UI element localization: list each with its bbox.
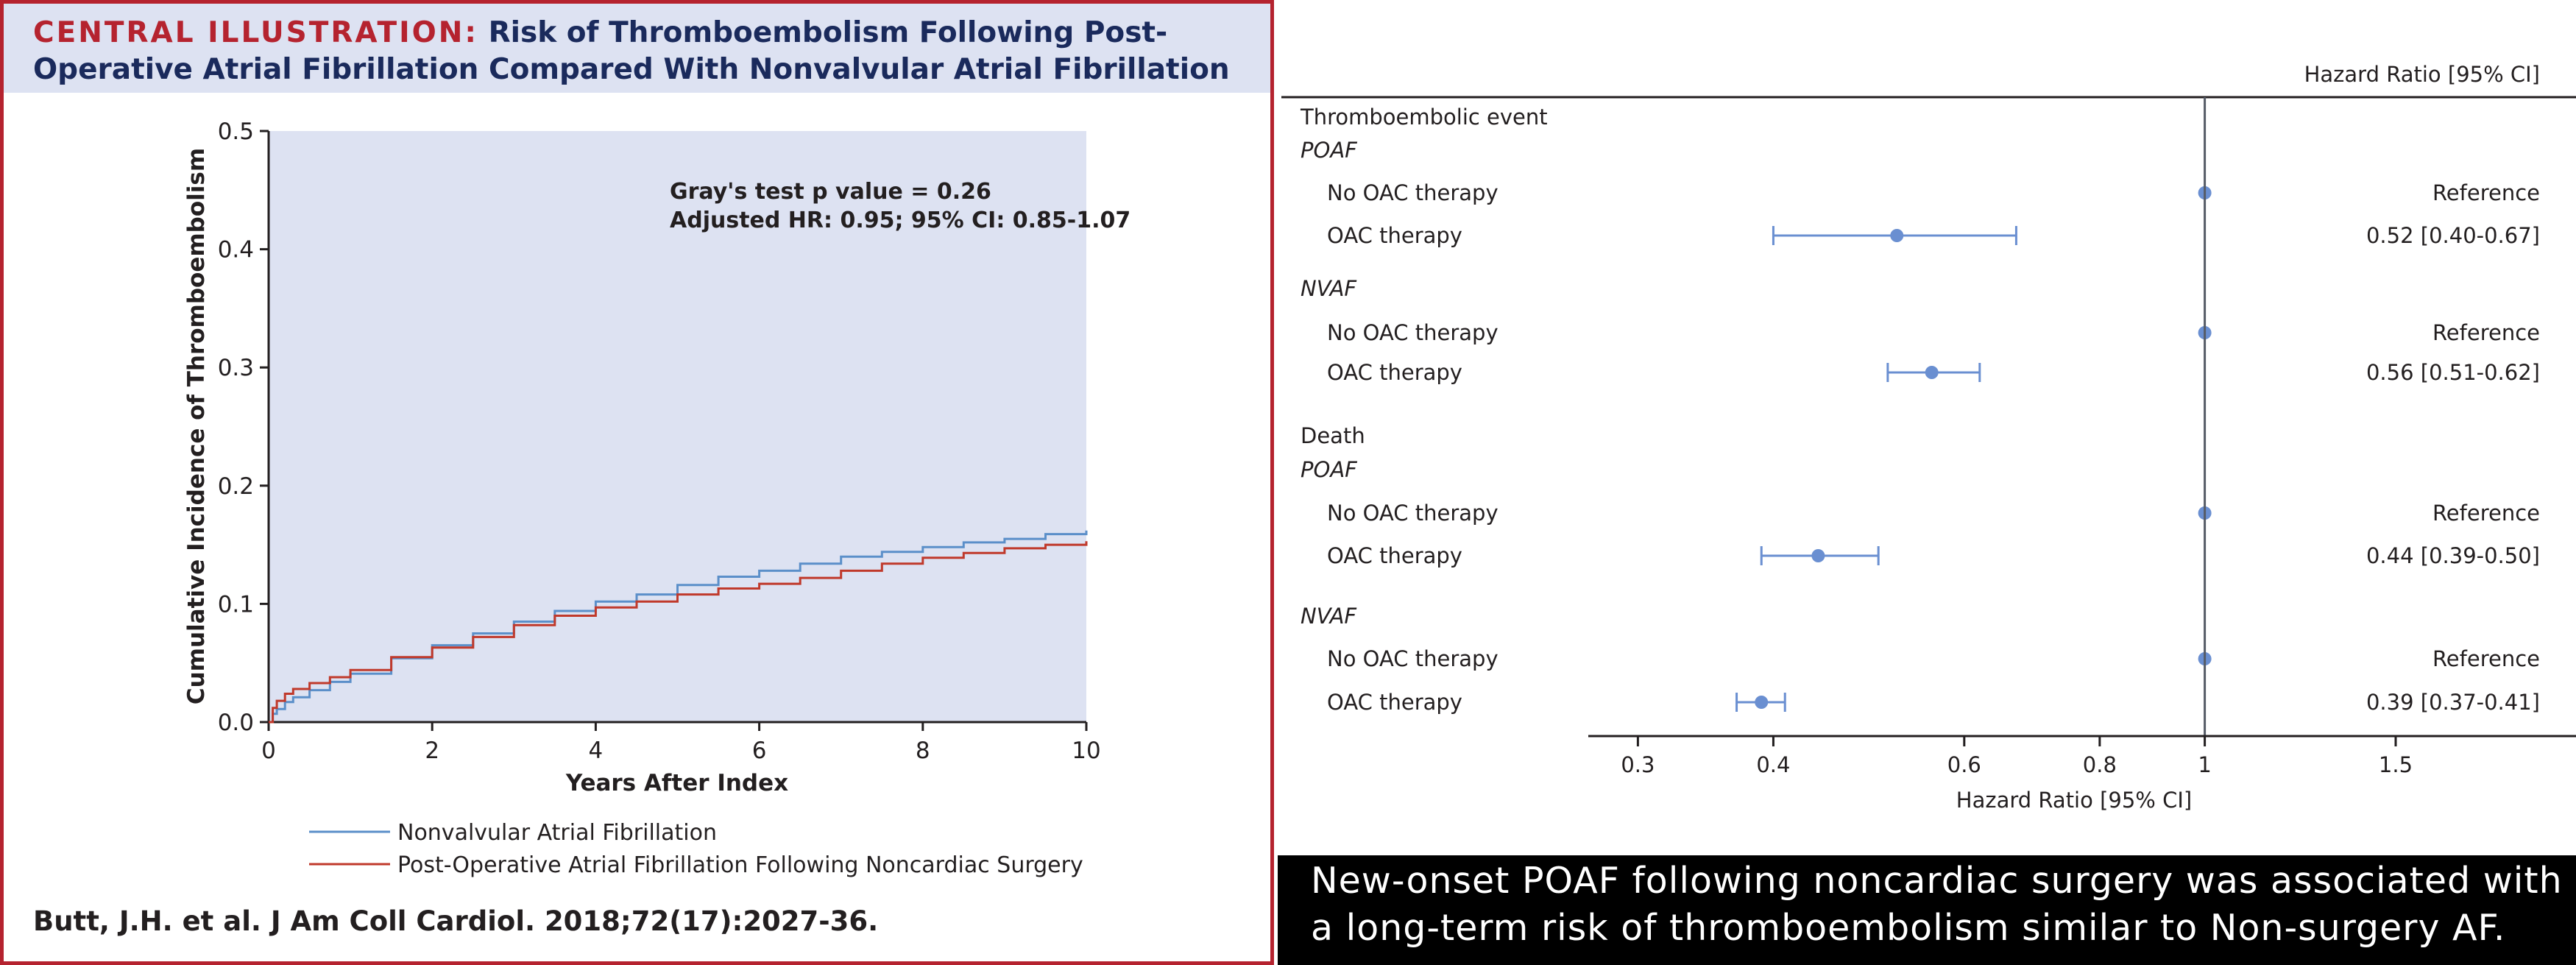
group-label: NVAF	[1301, 604, 1357, 629]
title-band: CENTRAL ILLUSTRATION: Risk of Thromboemb…	[4, 4, 1270, 93]
group-label: POAF	[1301, 138, 1358, 163]
annotation-line-1: Gray's test p value = 0.26	[670, 179, 991, 205]
key-message: New-onset POAF following noncardiac surg…	[1278, 855, 2576, 965]
cumulative-incidence-chart: 0.0 0.1 0.2 0.3 0.4 0.5 0 2 4 6 8 10 Gray's test p…	[183, 119, 1130, 878]
y-tick-label: 0.4	[218, 237, 254, 264]
plot-background	[269, 131, 1086, 722]
forest-x-axis-label: Hazard Ratio [95% CI]	[1956, 788, 2192, 813]
forest-rows: Thromboembolic event POAF No OAC therapy Re…	[1300, 105, 2540, 715]
row-label: No OAC therapy	[1327, 180, 1498, 205]
annotation-line-2: Adjusted HR: 0.95; 95% CI: 0.85-1.07	[670, 208, 1130, 233]
section-label: Thromboembolic event	[1300, 105, 1548, 130]
point-estimate	[1811, 549, 1825, 562]
x-tick-label: 6	[752, 738, 767, 764]
forest-x-tick-label: 0.4	[1756, 752, 1790, 777]
y-axis-ticks: 0.0 0.1 0.2 0.3 0.4 0.5	[218, 119, 269, 736]
row-label: OAC therapy	[1327, 360, 1462, 385]
legend-label-poaf: Post-Operative Atrial Fibrillation Follo…	[397, 852, 1083, 878]
row-estimate-text: Reference	[2432, 501, 2540, 526]
y-tick-label: 0.0	[218, 710, 254, 736]
forest-plot-panel: Hazard Ratio [95% CI] Thromboembolic eve…	[1274, 0, 2576, 854]
row-estimate-text: Reference	[2432, 180, 2540, 205]
title-line-1: CENTRAL ILLUSTRATION: Risk of Thromboemb…	[33, 16, 1167, 49]
y-tick-label: 0.2	[218, 473, 254, 500]
row-estimate-text: 0.56 [0.51-0.62]	[2366, 360, 2540, 385]
series-line-poaf	[269, 541, 1088, 724]
forest-x-tick-label: 0.8	[2083, 752, 2117, 777]
x-tick-label: 2	[425, 738, 439, 764]
central-illustration-panel: CENTRAL ILLUSTRATION: Risk of Thromboemb…	[0, 0, 1274, 965]
forest-x-tick-label: 1.5	[2379, 752, 2413, 777]
row-estimate-text: Reference	[2432, 646, 2540, 671]
x-axis-label: Years After Index	[565, 770, 788, 796]
x-tick-label: 0	[261, 738, 276, 764]
x-tick-label: 8	[916, 738, 930, 764]
title-line-2: Operative Atrial Fibrillation Compared W…	[33, 53, 1230, 86]
column-header: Hazard Ratio [95% CI]	[2304, 62, 2540, 87]
forest-plot: Hazard Ratio [95% CI] Thromboembolic eve…	[1281, 62, 2576, 813]
row-label: OAC therapy	[1327, 223, 1462, 248]
y-tick-label: 0.1	[218, 591, 254, 618]
section-label: Death	[1301, 423, 1365, 448]
x-tick-label: 4	[589, 738, 604, 764]
point-estimate	[1890, 229, 1904, 242]
forest-x-tick-label: 1	[2198, 752, 2211, 777]
y-axis-label: Cumulative Incidence of Thromboembolism	[183, 148, 210, 704]
y-tick-label: 0.5	[218, 119, 254, 145]
row-label: No OAC therapy	[1327, 320, 1498, 345]
chart-lines	[269, 530, 1088, 724]
citation: Butt, J.H. et al. J Am Coll Cardiol. 201…	[33, 905, 879, 937]
illustration-label: CENTRAL ILLUSTRATION:	[33, 16, 479, 49]
y-tick-label: 0.3	[218, 355, 254, 381]
forest-x-tick-label: 0.6	[1947, 752, 1981, 777]
group-label: POAF	[1301, 457, 1358, 482]
row-estimate-text: 0.52 [0.40-0.67]	[2366, 223, 2540, 248]
group-label: NVAF	[1301, 276, 1357, 301]
x-tick-label: 10	[1072, 738, 1100, 764]
title-text-1: Risk of Thromboembolism Following Post-	[488, 16, 1168, 49]
key-message-line-1: New-onset POAF following noncardiac surg…	[1311, 860, 2563, 902]
point-estimate	[1755, 696, 1769, 709]
row-label: OAC therapy	[1327, 690, 1462, 715]
row-label: No OAC therapy	[1327, 646, 1498, 671]
row-estimate-text: 0.44 [0.39-0.50]	[2366, 543, 2540, 568]
row-label: OAC therapy	[1327, 543, 1462, 568]
forest-x-tick-label: 0.3	[1621, 752, 1655, 777]
row-estimate-text: 0.39 [0.37-0.41]	[2366, 690, 2540, 715]
x-axis-ticks: 0 2 4 6 8 10	[261, 722, 1101, 764]
forest-x-axis-ticks: 0.3 0.4 0.6 0.8 1 1.5	[1621, 736, 2413, 777]
legend-label-nvaf: Nonvalvular Atrial Fibrillation	[397, 820, 717, 846]
row-label: No OAC therapy	[1327, 501, 1498, 526]
point-estimate	[1925, 366, 1939, 379]
row-estimate-text: Reference	[2432, 320, 2540, 345]
key-message-line-2: a long-term risk of thromboembolism simi…	[1311, 907, 2506, 949]
